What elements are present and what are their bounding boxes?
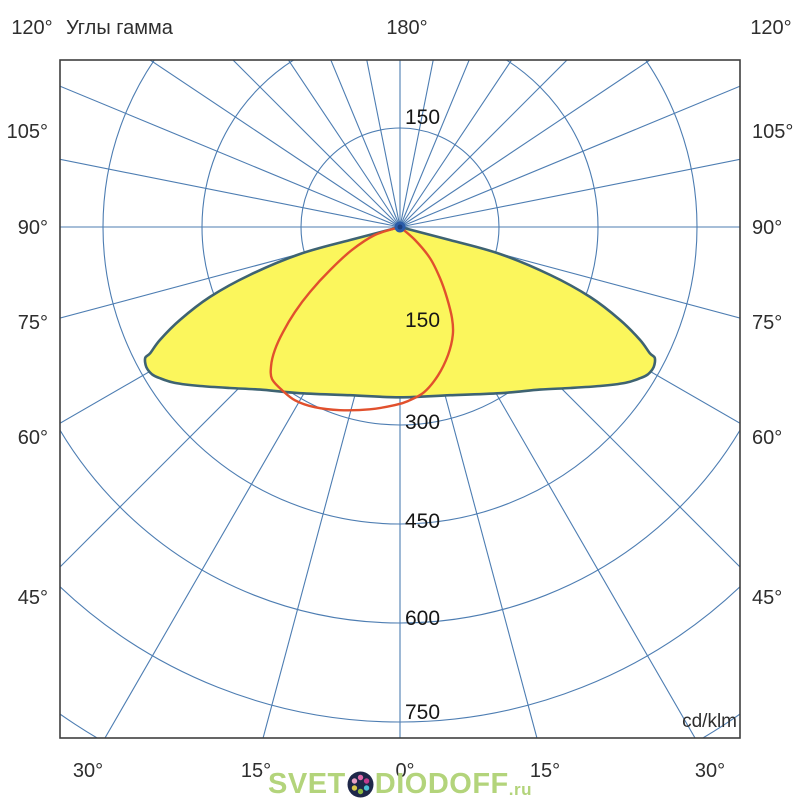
watermark-suffix: .ru bbox=[508, 780, 532, 799]
gamma-label-60-right: 60° bbox=[752, 427, 782, 449]
secondary-curve bbox=[269, 225, 455, 412]
gamma-label-45-right: 45° bbox=[752, 587, 782, 609]
watermark-text-1: SVET bbox=[268, 768, 346, 800]
chart-title: Углы гамма bbox=[66, 17, 174, 39]
gamma-label-120-top-left: 120° bbox=[11, 17, 52, 39]
gamma-label-30-bottom-left: 30° bbox=[73, 760, 103, 782]
radius-label-150: 150 bbox=[405, 309, 440, 332]
plot-border bbox=[59, 59, 741, 739]
radius-label-150-top: 150 bbox=[405, 106, 440, 129]
radius-label-750: 750 bbox=[405, 701, 440, 724]
gamma-label-45-left: 45° bbox=[18, 587, 48, 609]
gamma-label-60-left: 60° bbox=[18, 427, 48, 449]
gamma-label-120-top-right: 120° bbox=[750, 17, 791, 39]
gamma-label-15-bottom-left: 15° bbox=[241, 760, 271, 782]
gamma-label-30-bottom-right: 30° bbox=[695, 760, 725, 782]
gamma-label-90-right: 90° bbox=[752, 217, 782, 239]
radius-label-450: 450 bbox=[405, 510, 440, 533]
radius-label-600: 600 bbox=[405, 607, 440, 630]
pole-core-dot bbox=[397, 224, 403, 230]
gamma-label-90-left: 90° bbox=[18, 217, 48, 239]
gamma-label-75-right: 75° bbox=[752, 312, 782, 334]
unit-label: cd/klm bbox=[682, 711, 737, 732]
radius-label-300: 300 bbox=[405, 411, 440, 434]
watermark-logo-icon bbox=[347, 771, 374, 798]
gamma-label-75-left: 75° bbox=[18, 312, 48, 334]
primary-curve bbox=[143, 225, 657, 399]
gamma-label-15-bottom-right: 15° bbox=[530, 760, 560, 782]
gamma-label-105-left: 105° bbox=[7, 121, 48, 143]
watermark-text-2: DIODOFF bbox=[374, 768, 509, 800]
gamma-label-0-bottom: 0° bbox=[395, 760, 414, 782]
gamma-label-180-top: 180° bbox=[386, 17, 427, 39]
watermark: SVET DIODOFF .ru bbox=[268, 770, 532, 799]
photometric-curves bbox=[143, 225, 657, 412]
gamma-label-105-right: 105° bbox=[752, 121, 793, 143]
